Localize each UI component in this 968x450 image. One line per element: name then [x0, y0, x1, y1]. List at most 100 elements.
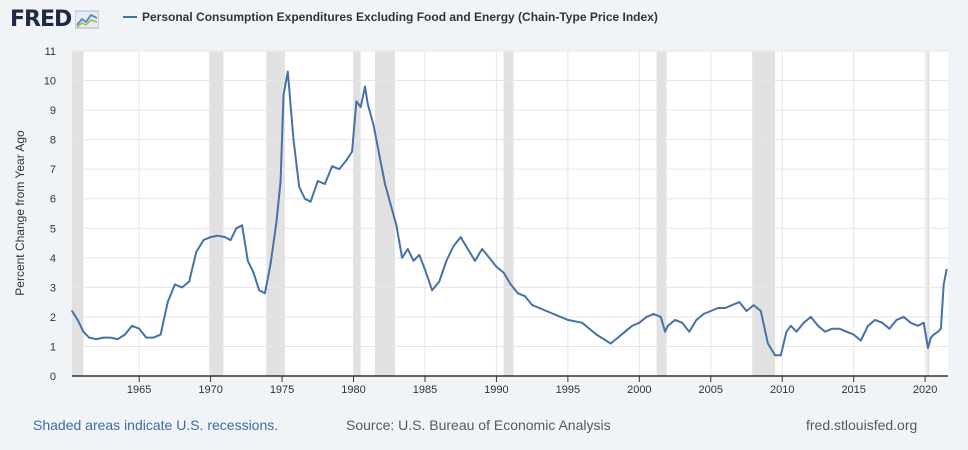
- data-point: [802, 321, 805, 324]
- y-tick-label: 7: [50, 164, 56, 176]
- data-point: [355, 100, 358, 103]
- data-point: [445, 259, 448, 262]
- data-point: [309, 200, 312, 203]
- data-point: [731, 304, 734, 306]
- data-point: [902, 316, 905, 318]
- source-text: Source: U.S. Bureau of Economic Analysis: [346, 417, 611, 433]
- legend-series-label: Personal Consumption Expenditures Exclud…: [142, 10, 658, 24]
- data-point: [298, 186, 301, 188]
- fred-site-link[interactable]: fred.stlouisfed.org: [806, 417, 918, 433]
- data-point: [927, 347, 929, 349]
- x-tick-label: 1995: [556, 384, 580, 396]
- y-axis-label: Percent Change from Year Ago: [13, 130, 27, 296]
- data-point: [88, 336, 91, 339]
- data-point: [502, 271, 505, 274]
- x-tick-label: 1990: [484, 384, 508, 396]
- data-point: [809, 316, 812, 318]
- data-point: [495, 265, 498, 268]
- data-point: [304, 197, 306, 200]
- data-point: [166, 301, 169, 304]
- data-point: [372, 123, 375, 126]
- data-point: [275, 221, 278, 224]
- data-point: [224, 236, 226, 239]
- data-point: [181, 286, 183, 289]
- data-point: [384, 183, 386, 185]
- data-point: [945, 268, 948, 271]
- data-point: [252, 271, 255, 274]
- data-point: [845, 330, 848, 333]
- data-point: [116, 338, 119, 340]
- y-tick-label: 2: [50, 312, 56, 324]
- data-point: [932, 333, 935, 336]
- data-point: [795, 330, 798, 333]
- data-point: [418, 253, 421, 256]
- data-point: [531, 304, 534, 306]
- data-point: [95, 338, 98, 340]
- data-point: [709, 310, 712, 312]
- recession-band: [209, 51, 224, 376]
- data-point: [631, 324, 634, 327]
- recession-note-link[interactable]: Shaded areas indicate U.S. recessions.: [33, 417, 279, 433]
- data-point: [524, 295, 526, 298]
- data-point: [338, 168, 341, 171]
- data-point: [389, 203, 392, 206]
- data-point: [942, 283, 945, 286]
- data-point: [345, 159, 348, 162]
- data-point: [752, 304, 755, 306]
- y-tick-label: 8: [50, 135, 56, 147]
- data-point: [452, 245, 455, 247]
- x-tick-label: 1975: [270, 384, 294, 396]
- data-point: [645, 316, 648, 318]
- data-point: [316, 180, 319, 182]
- data-point: [401, 256, 404, 259]
- data-point: [545, 310, 548, 312]
- logo-text: FRED: [10, 6, 72, 32]
- data-point: [324, 183, 326, 185]
- data-point: [909, 321, 912, 324]
- data-point: [789, 324, 792, 327]
- data-point: [774, 354, 776, 357]
- data-point: [595, 333, 598, 336]
- data-point: [516, 292, 519, 295]
- data-point: [195, 251, 198, 253]
- data-point: [364, 85, 366, 88]
- data-point: [82, 330, 85, 333]
- data-point: [929, 336, 932, 339]
- data-point: [466, 248, 469, 250]
- data-point: [229, 239, 232, 241]
- data-point: [638, 321, 641, 324]
- data-point: [566, 318, 569, 321]
- data-point: [188, 280, 191, 283]
- y-tick-label: 9: [50, 105, 56, 117]
- data-point: [102, 336, 105, 339]
- recession-band: [353, 51, 361, 376]
- data-point: [481, 248, 484, 250]
- x-tick-label: 1985: [413, 384, 437, 396]
- x-tick-label: 1980: [341, 384, 365, 396]
- data-point: [138, 327, 141, 330]
- data-point: [717, 307, 719, 309]
- data-point: [424, 268, 426, 271]
- data-point: [123, 333, 126, 336]
- data-point: [867, 324, 869, 327]
- data-point: [131, 324, 133, 327]
- data-point: [724, 307, 726, 309]
- recession-band: [656, 51, 667, 376]
- recession-band: [503, 51, 514, 376]
- data-point: [874, 318, 877, 321]
- data-point: [538, 307, 541, 309]
- data-point: [331, 165, 333, 168]
- data-point: [681, 321, 684, 324]
- data-point: [173, 283, 176, 286]
- data-point: [824, 330, 827, 333]
- data-point: [412, 259, 415, 262]
- series-line: [71, 70, 948, 357]
- data-point: [652, 313, 655, 315]
- data-point: [922, 321, 925, 324]
- fred-logo[interactable]: FRED: [10, 5, 100, 33]
- data-point: [581, 321, 584, 324]
- data-point: [702, 313, 705, 315]
- recession-band: [266, 51, 285, 376]
- recession-band: [926, 51, 930, 376]
